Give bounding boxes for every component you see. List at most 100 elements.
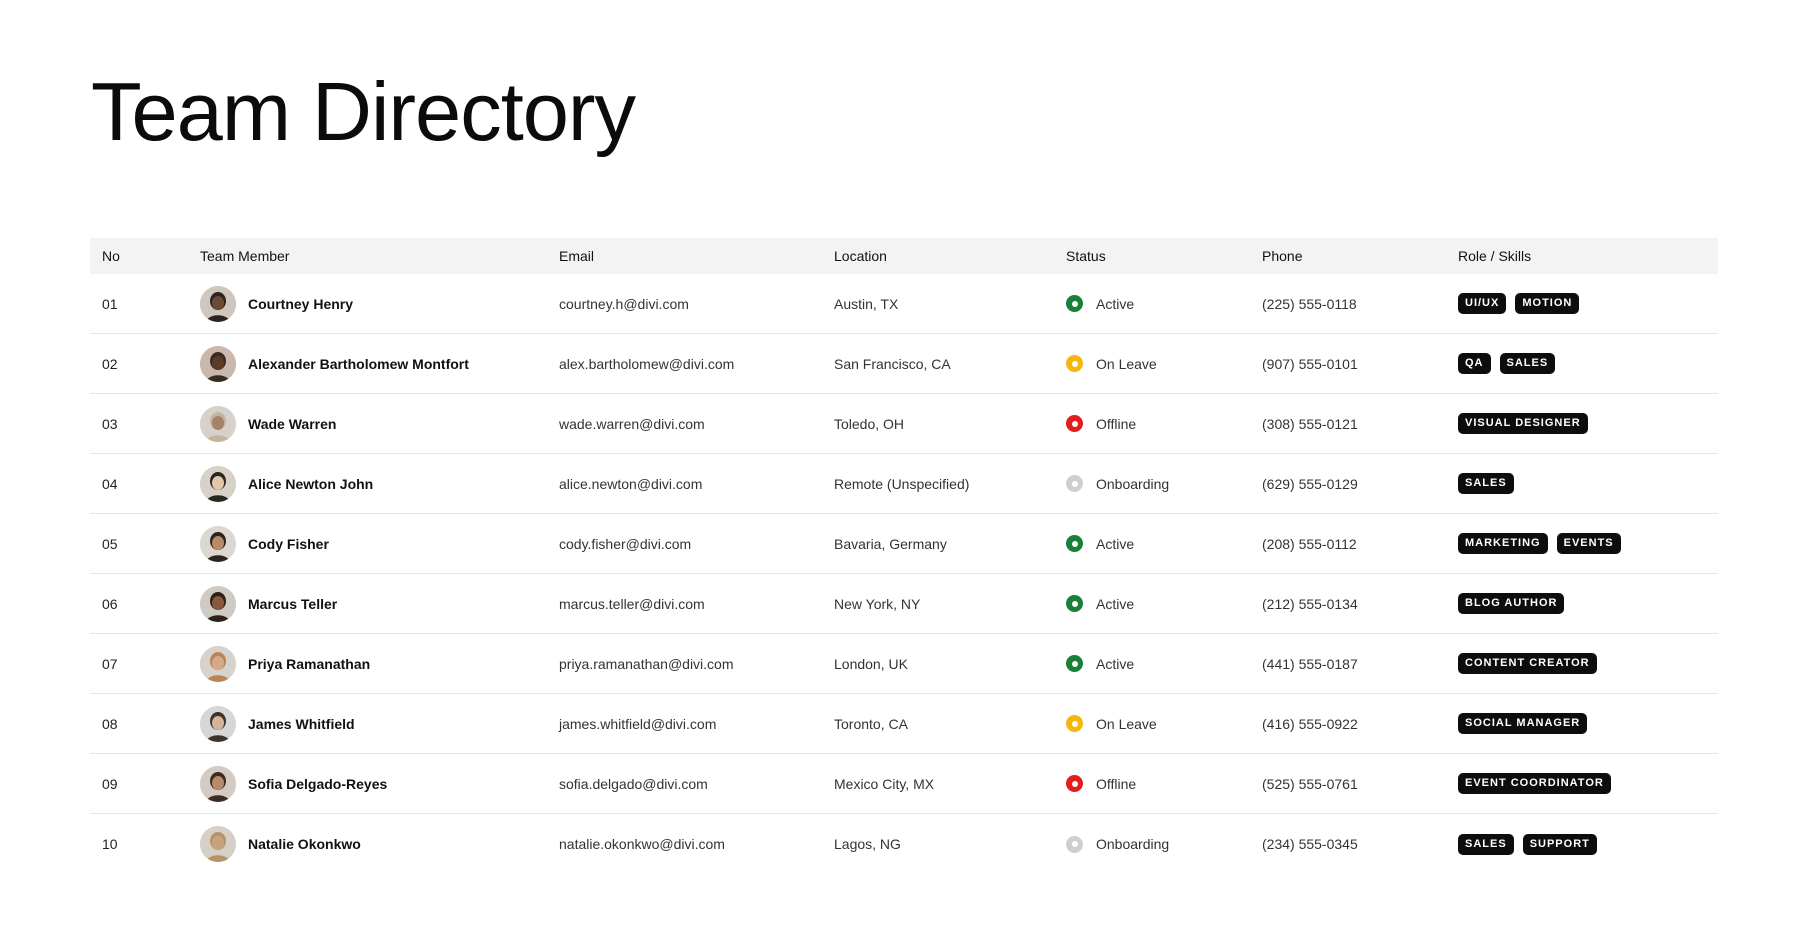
status-cell: Active <box>1066 595 1262 612</box>
role-badge: MOTION <box>1515 293 1580 314</box>
avatar[interactable] <box>200 765 236 802</box>
location: Remote (Unspecified) <box>834 475 970 492</box>
email[interactable]: alex.bartholomew@divi.com <box>559 355 735 372</box>
row-number: 02 <box>102 355 118 372</box>
table-header: No Team Member Email Location Status Pho… <box>90 238 1718 274</box>
avatar[interactable] <box>200 285 236 322</box>
phone[interactable]: (308) 555-0121 <box>1262 415 1358 432</box>
phone[interactable]: (416) 555-0922 <box>1262 715 1358 732</box>
phone[interactable]: (212) 555-0134 <box>1262 595 1358 612</box>
status-cell: Onboarding <box>1066 835 1262 853</box>
table-row[interactable]: 07 Priya Ramanathan priya.ramanathan@div… <box>90 634 1718 694</box>
role-badge: CONTENT CREATOR <box>1458 653 1597 674</box>
role-skills-cell: CONTENT CREATOR <box>1458 653 1718 674</box>
email[interactable]: natalie.okonkwo@divi.com <box>559 836 725 852</box>
team-member-cell: Alice Newton John <box>200 465 559 502</box>
role-badge: SALES <box>1458 473 1514 494</box>
role-skills-cell: MARKETING EVENTS <box>1458 533 1718 554</box>
phone[interactable]: (225) 555-0118 <box>1262 295 1357 312</box>
email[interactable]: james.whitfield@divi.com <box>559 715 717 732</box>
role-skills-cell: UI/UX MOTION <box>1458 293 1718 314</box>
row-number: 03 <box>102 415 118 432</box>
header-location[interactable]: Location <box>834 248 887 264</box>
role-badge: SUPPORT <box>1522 833 1597 855</box>
email[interactable]: wade.warren@divi.com <box>559 415 705 432</box>
location: San Francisco, CA <box>834 355 951 372</box>
team-member-name[interactable]: Courtney Henry <box>248 295 354 312</box>
role-badge: BLOG AUTHOR <box>1458 593 1565 614</box>
location: New York, NY <box>834 595 921 612</box>
table-body: 01 Courtney Henry courtney.h@divi.com Au… <box>90 274 1718 874</box>
table-row[interactable]: 05 Cody Fisher cody.fisher@divi.com Bava… <box>90 514 1718 574</box>
table-row[interactable]: 09 Sofia Delgado-Reyes sofia.delgado@div… <box>90 754 1718 814</box>
email[interactable]: alice.newton@divi.com <box>559 475 703 492</box>
team-member-name[interactable]: Natalie Okonkwo <box>248 836 361 852</box>
avatar[interactable] <box>200 705 236 742</box>
table-row[interactable]: 01 Courtney Henry courtney.h@divi.com Au… <box>90 274 1718 334</box>
team-member-cell: Wade Warren <box>200 405 559 442</box>
header-no[interactable]: No <box>102 248 120 264</box>
role-skills-cell: BLOG AUTHOR <box>1458 593 1718 614</box>
phone[interactable]: (629) 555-0129 <box>1262 475 1358 492</box>
role-skills-cell: SALES <box>1458 473 1718 494</box>
role-badge: MARKETING <box>1458 533 1548 554</box>
status-cell: Offline <box>1066 415 1262 432</box>
status-cell: Active <box>1066 295 1262 312</box>
team-member-name[interactable]: Wade Warren <box>248 415 337 432</box>
avatar[interactable] <box>200 826 236 862</box>
page-title: Team Directory <box>91 65 636 158</box>
email[interactable]: marcus.teller@divi.com <box>559 595 705 612</box>
table-row[interactable]: 10 Natalie Okonkwo natalie.okonkwo@divi.… <box>90 814 1718 874</box>
phone[interactable]: (525) 555-0761 <box>1262 775 1358 792</box>
team-member-name[interactable]: Alice Newton John <box>248 475 374 492</box>
table-row[interactable]: 03 Wade Warren wade.warren@divi.com Tole… <box>90 394 1718 454</box>
status-text: Onboarding <box>1096 475 1170 492</box>
team-member-name[interactable]: Priya Ramanathan <box>248 655 371 672</box>
table-row[interactable]: 08 James Whitfield james.whitfield@divi.… <box>90 694 1718 754</box>
status-dot-icon <box>1066 655 1083 672</box>
status-text: Active <box>1096 595 1135 612</box>
team-member-name[interactable]: Marcus Teller <box>248 595 338 612</box>
header-phone[interactable]: Phone <box>1262 248 1303 264</box>
team-member-name[interactable]: James Whitfield <box>248 715 355 732</box>
avatar[interactable] <box>200 585 236 622</box>
phone[interactable]: (208) 555-0112 <box>1262 535 1357 552</box>
team-member-cell: Natalie Okonkwo <box>200 826 559 862</box>
team-member-cell: Sofia Delgado-Reyes <box>200 765 559 802</box>
status-dot-icon <box>1066 775 1083 792</box>
status-text: Active <box>1096 535 1135 552</box>
row-number: 10 <box>102 836 118 852</box>
email[interactable]: sofia.delgado@divi.com <box>559 775 708 792</box>
team-member-name[interactable]: Cody Fisher <box>248 535 329 552</box>
email[interactable]: courtney.h@divi.com <box>559 295 689 312</box>
status-dot-icon <box>1066 535 1083 552</box>
team-member-cell: James Whitfield <box>200 705 559 742</box>
avatar[interactable] <box>200 645 236 682</box>
team-member-name[interactable]: Sofia Delgado-Reyes <box>248 775 388 792</box>
phone[interactable]: (441) 555-0187 <box>1262 655 1358 672</box>
table-row[interactable]: 04 Alice Newton John alice.newton@divi.c… <box>90 454 1718 514</box>
role-badge: VISUAL DESIGNER <box>1458 413 1588 434</box>
phone[interactable]: (907) 555-0101 <box>1262 355 1358 372</box>
avatar[interactable] <box>200 405 236 442</box>
role-skills-cell: VISUAL DESIGNER <box>1458 413 1718 434</box>
header-email[interactable]: Email <box>559 248 595 264</box>
avatar[interactable] <box>200 525 236 562</box>
table-row[interactable]: 02 Alexander Bartholomew Montfort alex.b… <box>90 334 1718 394</box>
header-role-skills[interactable]: Role / Skills <box>1458 248 1532 264</box>
avatar[interactable] <box>200 345 236 382</box>
phone[interactable]: (234) 555-0345 <box>1262 836 1358 852</box>
row-number: 06 <box>102 595 118 612</box>
role-badge: EVENT COORDINATOR <box>1458 773 1611 794</box>
status-text: Offline <box>1096 415 1137 432</box>
avatar[interactable] <box>200 465 236 502</box>
team-member-name[interactable]: Alexander Bartholomew Montfort <box>248 355 469 372</box>
table-row[interactable]: 06 Marcus Teller marcus.teller@divi.com … <box>90 574 1718 634</box>
status-dot-icon <box>1066 475 1083 492</box>
email[interactable]: cody.fisher@divi.com <box>559 535 692 552</box>
status-text: On Leave <box>1096 715 1157 732</box>
header-status[interactable]: Status <box>1066 248 1106 264</box>
email[interactable]: priya.ramanathan@divi.com <box>559 655 734 672</box>
row-number: 07 <box>102 655 118 672</box>
header-team-member[interactable]: Team Member <box>200 248 290 264</box>
